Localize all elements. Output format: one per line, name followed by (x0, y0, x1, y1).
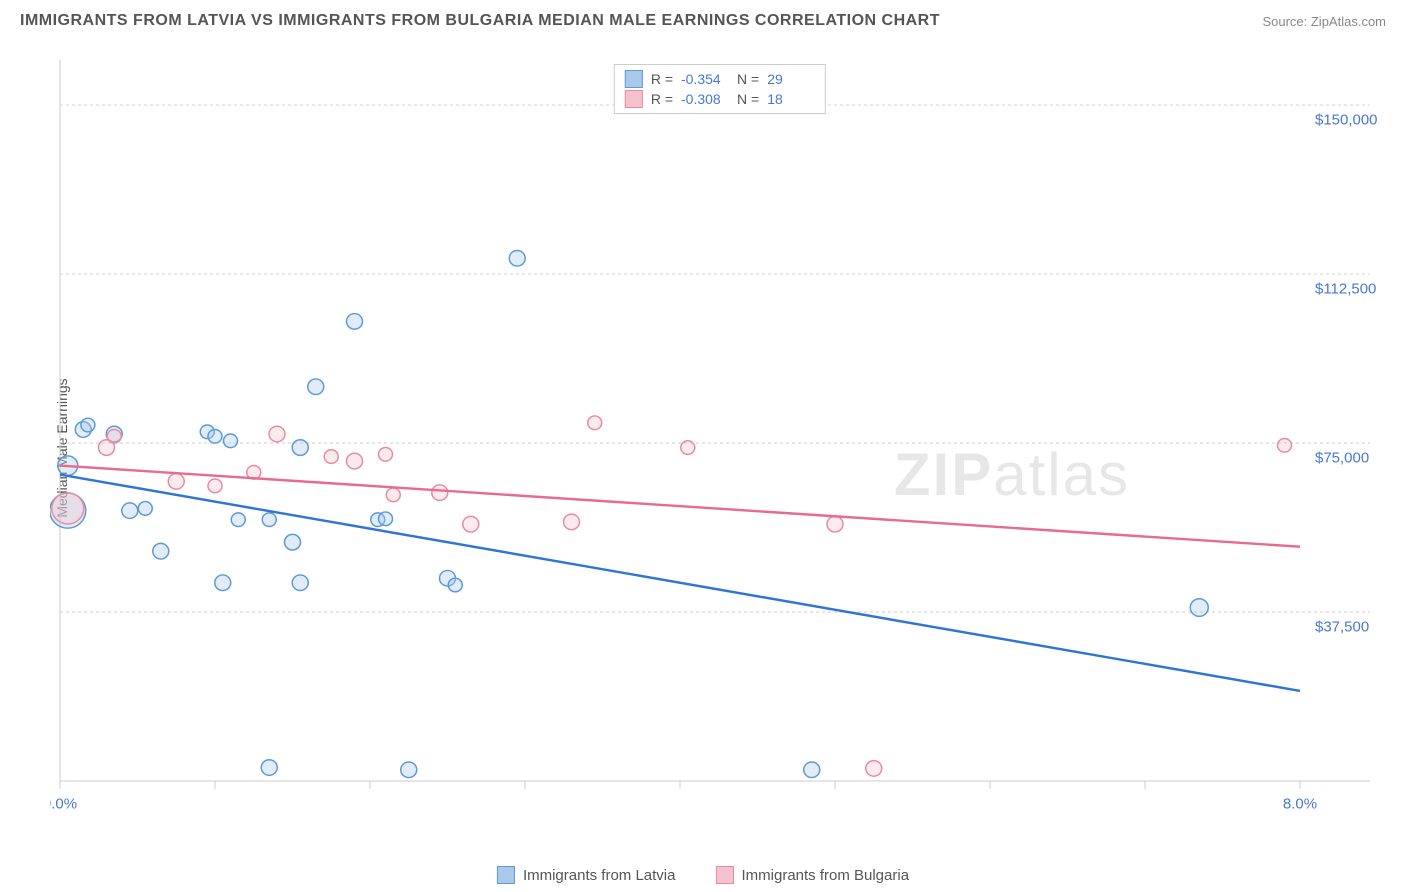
data-point (153, 543, 169, 559)
data-point (324, 450, 338, 464)
legend-item: Immigrants from Bulgaria (715, 866, 909, 884)
legend-swatch (625, 70, 643, 88)
r-value: -0.354 (681, 71, 729, 87)
r-label: R = (651, 71, 673, 87)
x-tick-label: 0.0% (50, 796, 77, 812)
data-point (138, 502, 152, 516)
legend-swatch (715, 866, 733, 884)
legend-label: Immigrants from Bulgaria (741, 867, 909, 884)
data-point (463, 516, 479, 532)
data-point (866, 761, 882, 777)
data-point (401, 762, 417, 778)
n-label: N = (737, 71, 759, 87)
data-point (262, 513, 276, 527)
y-tick-label: $150,000 (1315, 113, 1378, 129)
n-value: 18 (767, 91, 815, 107)
r-label: R = (651, 91, 673, 107)
stats-row: R = -0.354 N = 29 (625, 69, 815, 89)
legend-swatch (497, 866, 515, 884)
data-point (1190, 599, 1208, 617)
scatter-plot: $37,500 $75,000 $112,500 $150,000 0.0% 8.0% (50, 60, 1390, 820)
y-tick-label: $75,000 (1315, 451, 1369, 467)
data-point (292, 575, 308, 591)
data-point (379, 512, 393, 526)
data-point (347, 314, 363, 330)
stats-row: R = -0.308 N = 18 (625, 89, 815, 109)
chart-area: Median Male Earnings $37,500$75,000$112,… (50, 60, 1390, 820)
data-point (347, 453, 363, 469)
series-legend: Immigrants from Latvia Immigrants from Bu… (497, 866, 909, 884)
n-value: 29 (767, 71, 815, 87)
data-point (261, 760, 277, 776)
data-point (827, 516, 843, 532)
data-point (509, 250, 525, 266)
data-point (308, 379, 324, 395)
data-point (386, 488, 400, 502)
legend-swatch (625, 90, 643, 108)
y-tick-label: $112,500 (1315, 282, 1376, 298)
n-label: N = (737, 91, 759, 107)
y-tick-label: $37,500 (1315, 620, 1369, 636)
data-point (231, 513, 245, 527)
stats-legend: R = -0.354 N = 29 R = -0.308 N = 18 (614, 64, 826, 114)
source-label: Source: ZipAtlas.com (1262, 14, 1386, 29)
chart-title: IMMIGRANTS FROM LATVIA VS IMMIGRANTS FRO… (20, 12, 940, 30)
x-tick-label: 8.0% (1283, 796, 1317, 812)
data-point (52, 493, 84, 524)
data-point (107, 429, 121, 443)
data-point (292, 440, 308, 456)
legend-label: Immigrants from Latvia (523, 867, 676, 884)
data-point (1278, 438, 1292, 452)
data-point (432, 485, 448, 501)
data-point (81, 418, 95, 432)
data-point (122, 503, 138, 519)
data-point (168, 474, 184, 490)
data-point (681, 441, 695, 455)
data-point (208, 429, 222, 443)
data-point (269, 426, 285, 442)
data-point (215, 575, 231, 591)
data-point (208, 479, 222, 493)
data-point (804, 762, 820, 778)
legend-item: Immigrants from Latvia (497, 866, 676, 884)
data-point (564, 514, 580, 530)
data-point (285, 534, 301, 550)
r-value: -0.308 (681, 91, 729, 107)
data-point (448, 578, 462, 592)
data-point (588, 416, 602, 430)
data-point (224, 434, 238, 448)
data-point (379, 447, 393, 461)
